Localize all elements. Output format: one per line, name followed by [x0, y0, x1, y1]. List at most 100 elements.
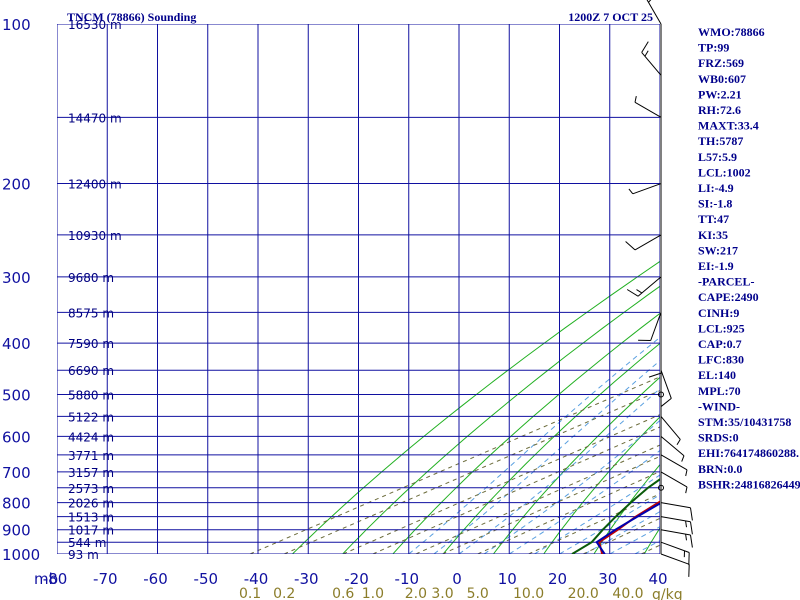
- wind-barb-staff: [660, 454, 688, 471]
- height-label: 2573 m: [68, 482, 114, 496]
- temperature-tick-label: 10: [498, 570, 517, 588]
- mixing-ratio-label: 0.6: [332, 586, 354, 600]
- series-line-parcel: [595, 502, 660, 554]
- index-item: LI:-4.9: [698, 181, 734, 195]
- temperature-tick-label: 30: [598, 570, 617, 588]
- pressure-tick-label: 800: [2, 495, 31, 513]
- series-line-temperature: [598, 500, 660, 554]
- height-label: 4424 m: [68, 430, 114, 444]
- pressure-tick-label: 1000: [2, 546, 40, 564]
- height-label: 12400 m: [68, 178, 122, 192]
- wind-barb-half-flag: [685, 486, 688, 494]
- grid: [57, 24, 660, 554]
- mixing-ratio-label: 40.0: [612, 586, 643, 600]
- height-label: 5880 m: [68, 389, 114, 403]
- index-item: BRN:0.0: [698, 462, 742, 476]
- index-item: TT:47: [698, 212, 729, 226]
- wind-barb-staff: [660, 553, 690, 565]
- index-item: STM:35/10431758: [698, 415, 791, 429]
- wind-barb-half-flag: [676, 439, 681, 446]
- temperature-tick-label: -80: [43, 570, 68, 588]
- wind-barb-staff: [660, 370, 672, 399]
- wind-barb-staff: [660, 471, 688, 488]
- temperature-tick-label: -60: [143, 570, 168, 588]
- wind-barb-half-flag: [685, 469, 688, 477]
- index-item: LCL:1002: [698, 165, 751, 179]
- temperature-tick-label: 40: [648, 570, 667, 588]
- index-item: EHI:764174860288.: [698, 446, 799, 460]
- wind-barb-staff: [641, 52, 662, 76]
- wind-barb-flag: [626, 289, 639, 297]
- index-item: SW:217: [698, 243, 738, 257]
- wind-barb-flag: [648, 372, 662, 378]
- wind-barb-half-flag: [685, 534, 687, 541]
- wind-barb-half-flag: [634, 95, 637, 103]
- moist-adiabat: [483, 419, 660, 554]
- index-item: WMO:78866: [698, 25, 765, 39]
- mixing-ratio-label: 0.1: [239, 586, 261, 600]
- wind-barb-half-flag: [644, 50, 649, 57]
- wind-barb-flag: [661, 398, 672, 407]
- wind-barb-flag: [648, 0, 652, 3]
- index-item: TP:99: [698, 41, 729, 55]
- wind-barb-half-flag: [628, 188, 634, 195]
- pressure-tick-label: 100: [2, 16, 31, 34]
- index-item: SRDS:0: [698, 431, 739, 445]
- index-item: CINH:9: [698, 306, 739, 320]
- height-label: 16530 m: [68, 18, 122, 32]
- pressure-tick-label: 400: [2, 335, 31, 353]
- wind-barb-flag: [641, 41, 649, 53]
- index-item: MPL:70: [698, 384, 741, 398]
- wind-barb-staff: [660, 416, 681, 440]
- height-label: 10930 m: [68, 229, 122, 243]
- units-label: mb: [34, 570, 58, 588]
- mixing-ratio-label: 20.0: [568, 586, 599, 600]
- index-item: -WIND-: [698, 399, 740, 413]
- wind-barb-staff: [660, 502, 691, 509]
- index-item: CAP:0.7: [698, 337, 742, 351]
- wind-barb-flag: [690, 507, 693, 521]
- temperature-tick-label: -40: [244, 570, 269, 588]
- wind-barb-flag: [690, 534, 693, 548]
- pressure-tick-label: 500: [2, 387, 31, 405]
- mixing-ratio-label: 5.0: [467, 586, 489, 600]
- chart-datetime: 1200Z 7 OCT 25: [568, 10, 653, 24]
- series-line-dewpoint: [571, 478, 660, 554]
- temperature-tick-label: -20: [344, 570, 369, 588]
- index-item: KI:35: [698, 228, 728, 242]
- temperature-tick-label: 0: [452, 570, 462, 588]
- wind-barb-staff: [650, 312, 662, 341]
- height-label: 3771 m: [68, 449, 114, 463]
- moist-adiabat: [584, 511, 660, 554]
- index-item: RH:72.6: [698, 103, 741, 117]
- temperature-tick-label: 20: [548, 570, 567, 588]
- temperature-tick-label: -10: [395, 570, 420, 588]
- index-item: -PARCEL-: [698, 275, 754, 289]
- index-item: CAPE:2490: [698, 290, 759, 304]
- mixing-ratio-line: [283, 390, 660, 554]
- wind-barb-flag: [690, 521, 693, 535]
- index-item: BSHR:248168264497: [698, 477, 800, 491]
- height-label: 6690 m: [68, 364, 114, 378]
- mixing-ratio-label: 1.0: [362, 586, 384, 600]
- pressure-tick-label: 300: [2, 269, 31, 287]
- height-label: 2026 m: [68, 497, 114, 511]
- height-label: 14470 m: [68, 111, 122, 125]
- calm-wind-marker: [658, 391, 664, 398]
- height-label: 544 m: [68, 536, 106, 550]
- index-item: FRZ:569: [698, 56, 744, 70]
- wind-barb-staff: [634, 234, 662, 251]
- temperature-tick-label: -50: [194, 570, 219, 588]
- index-item: TH:5787: [698, 134, 743, 148]
- wind-barb-staff: [634, 101, 662, 118]
- height-label: 5122 m: [68, 410, 114, 424]
- wind-barb-staff: [632, 183, 662, 195]
- mixing-ratio-line: [415, 444, 660, 554]
- temperature-tick-label: -30: [294, 570, 319, 588]
- height-label: 7590 m: [68, 337, 114, 351]
- wind-barb-staff: [637, 276, 662, 297]
- index-item: WB0:607: [698, 72, 746, 86]
